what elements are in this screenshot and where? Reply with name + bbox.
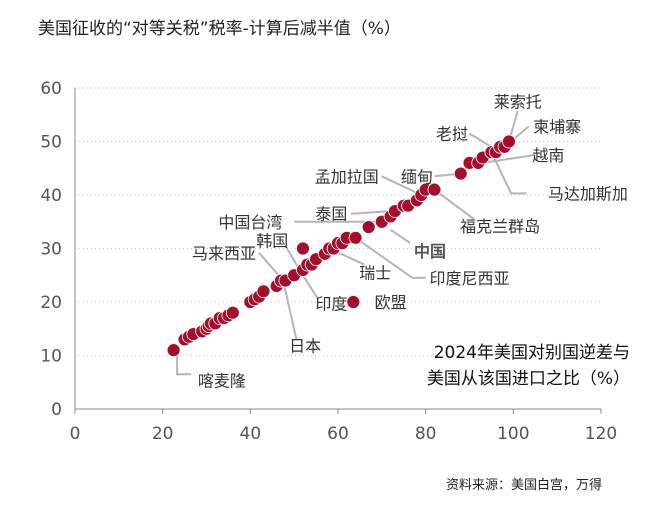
chart-title: 美国征收的“对等关税”税率-计算后减半值（%） — [38, 19, 401, 39]
y-tick-label: 20 — [40, 293, 62, 313]
point-label: 中国 — [414, 242, 446, 261]
x-tick-label: 120 — [585, 424, 617, 444]
data-point — [348, 230, 363, 245]
data-point — [296, 241, 310, 256]
leader-line — [490, 151, 527, 195]
point-label: 欧盟 — [375, 293, 407, 312]
point-label: 孟加拉国 — [315, 167, 379, 186]
point-label: 印度尼西亚 — [429, 269, 509, 288]
leader-line — [390, 228, 411, 244]
x-tick-label: 80 — [415, 424, 437, 444]
y-tick-label: 40 — [40, 186, 62, 206]
y-tick-label: 30 — [40, 240, 62, 260]
point-label: 日本 — [289, 336, 321, 355]
data-point — [256, 284, 271, 299]
data-point — [225, 305, 240, 320]
leader-line — [176, 355, 192, 376]
x-tick-label: 0 — [70, 424, 81, 444]
y-tick-label: 50 — [40, 133, 62, 153]
leader-line — [354, 236, 426, 279]
x-tick-label: 60 — [327, 424, 349, 444]
x-axis: 0 20 40 60 80 100 120 — [70, 408, 617, 444]
source-note: 资料来源：美国白宫，万得 — [445, 478, 602, 493]
x-tick-label: 40 — [240, 424, 262, 444]
x-axis-title-line: 2024年美国对别国逆差与 — [433, 343, 630, 363]
data-point — [502, 134, 516, 149]
point-label: 韩国 — [256, 231, 288, 250]
data-points — [166, 134, 516, 358]
point-label: 莱索托 — [494, 92, 542, 111]
point-label: 喀麦隆 — [198, 372, 246, 391]
point-label: 中国台湾 — [218, 213, 282, 232]
leader-line — [433, 188, 475, 220]
x-tick-label: 100 — [497, 424, 529, 444]
point-label: 老挝 — [436, 124, 468, 143]
leader-line — [482, 153, 536, 164]
y-tick-label: 10 — [40, 347, 62, 367]
point-label: 马达加斯加 — [548, 184, 628, 203]
x-axis-title-line: 美国从该国进口之比（%） — [426, 369, 630, 389]
data-point — [453, 166, 468, 181]
leader-line — [282, 280, 298, 340]
x-axis-title: 2024年美国对别国逆差与 美国从该国进口之比（%） — [427, 340, 630, 392]
point-label: 越南 — [532, 146, 564, 165]
x-tick-label: 20 — [152, 424, 174, 444]
point-label: 泰国 — [315, 205, 347, 224]
data-point — [427, 182, 442, 197]
data-point — [346, 295, 361, 309]
point-label: 福克兰群岛 — [460, 217, 540, 236]
point-label: 瑞士 — [359, 264, 391, 283]
leader-line — [302, 274, 320, 300]
data-point — [361, 220, 376, 235]
point-label: 缅甸 — [401, 167, 433, 186]
leader-line — [381, 175, 422, 196]
point-label: 印度 — [315, 295, 347, 314]
point-label: 柬埔寨 — [533, 118, 581, 137]
y-tick-label: 60 — [40, 79, 62, 99]
y-axis: 0 10 20 30 40 50 60 — [40, 79, 76, 420]
point-label: 马来西亚 — [192, 244, 256, 263]
y-tick-label: 0 — [51, 400, 62, 420]
data-point — [166, 343, 181, 358]
